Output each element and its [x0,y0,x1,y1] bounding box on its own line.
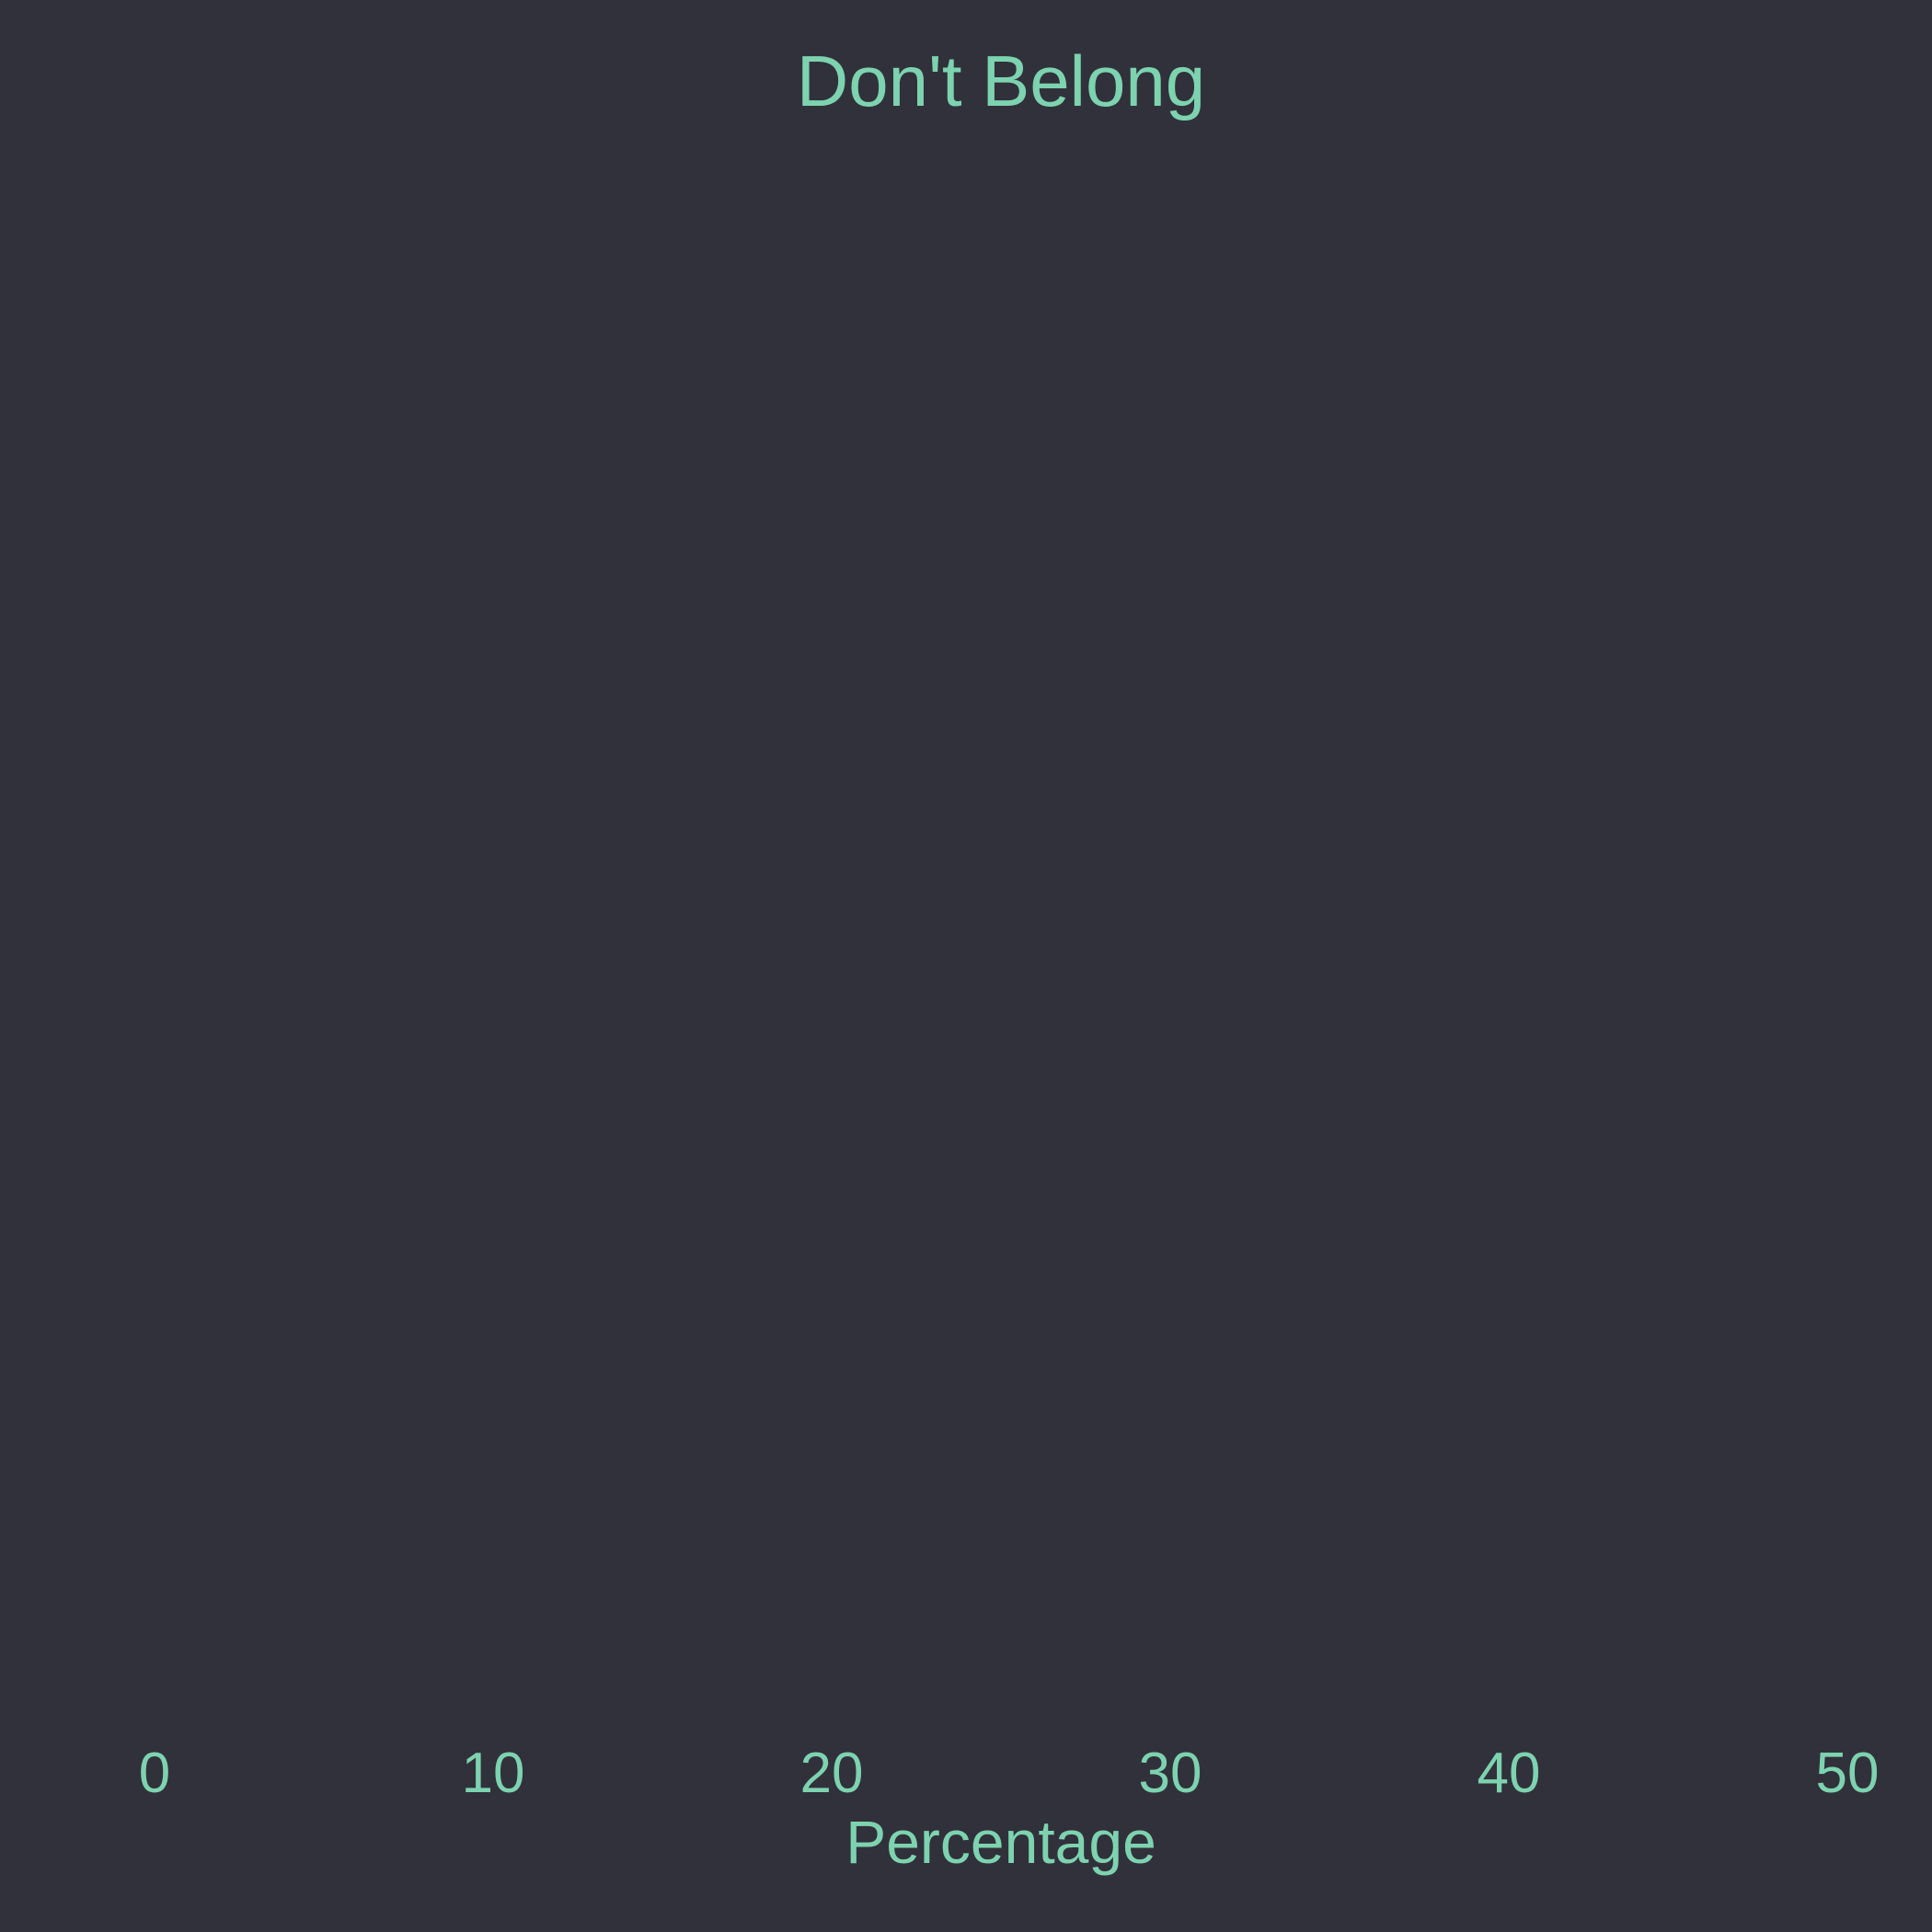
x-tick-label: 50 [1816,1742,1880,1805]
x-tick-label: 30 [1139,1742,1202,1805]
x-tick-label: 10 [462,1742,525,1805]
x-tick-label: 20 [800,1742,864,1805]
x-tick-label: 0 [139,1742,170,1805]
x-tick-label: 40 [1478,1742,1541,1805]
x-axis-label: Percentage [845,1808,1156,1876]
x-axis-ticks: 0 10 20 30 40 50 [139,1742,1880,1805]
chart-title: Don't Belong [797,40,1205,121]
